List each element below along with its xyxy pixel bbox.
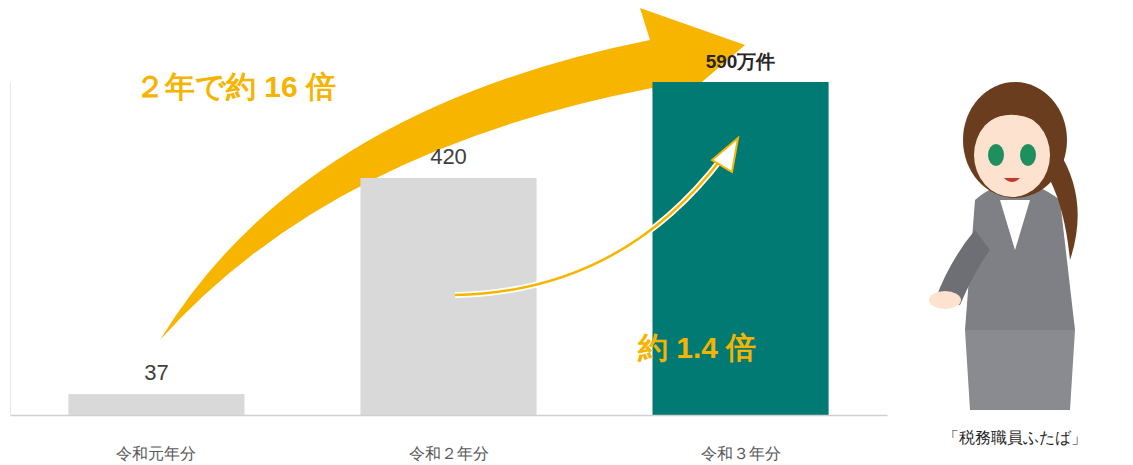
bar xyxy=(652,82,828,415)
data-label: 37 xyxy=(144,360,168,385)
character-eye xyxy=(1020,144,1036,166)
character-face xyxy=(974,113,1050,197)
character-caption: 「税務職員ふたば」 xyxy=(943,429,1087,446)
annotation: ２年で約 16 倍 xyxy=(135,70,336,103)
annotation: 約 1.4 倍 xyxy=(637,331,756,364)
character xyxy=(929,82,1078,410)
ratio-arrow-head xyxy=(712,138,738,172)
bars xyxy=(68,82,828,415)
x-tick-label: 令和２年分 xyxy=(409,445,489,462)
character-bangs xyxy=(972,98,1052,140)
data-label: 590万件 xyxy=(706,51,776,72)
x-tick-label: 令和元年分 xyxy=(116,445,196,462)
y-axis-line xyxy=(10,83,11,416)
x-tick-label: 令和３年分 xyxy=(701,445,781,462)
annotations: ２年で約 16 倍約 1.4 倍「税務職員ふたば」 xyxy=(135,70,1087,446)
character-shirt xyxy=(1000,200,1030,250)
chart: 令和元年分令和２年分令和３年分37420590万件２年で約 16 倍約 1.4 … xyxy=(0,0,1133,465)
ratio-arrow xyxy=(455,138,738,295)
character-hand xyxy=(929,291,961,309)
bar xyxy=(68,394,244,415)
character-ponytail xyxy=(1050,150,1078,260)
x-axis-line xyxy=(11,415,888,417)
x-tick: 令和元年分 xyxy=(116,445,196,462)
ratio-arrow-halo xyxy=(455,158,722,295)
x-axis: 令和元年分 令和２年分 令和３年分 xyxy=(11,416,888,463)
bar xyxy=(360,178,536,415)
ratio-arrow-shaft xyxy=(455,158,722,295)
character-skirt xyxy=(965,330,1075,410)
character-mouth xyxy=(1004,178,1020,182)
x-tick: 令和３年分 xyxy=(701,445,781,462)
x-tick: 令和２年分 xyxy=(409,445,489,462)
data-label: 420 xyxy=(430,144,467,169)
y-axis xyxy=(10,83,11,416)
character-eye xyxy=(988,144,1004,166)
